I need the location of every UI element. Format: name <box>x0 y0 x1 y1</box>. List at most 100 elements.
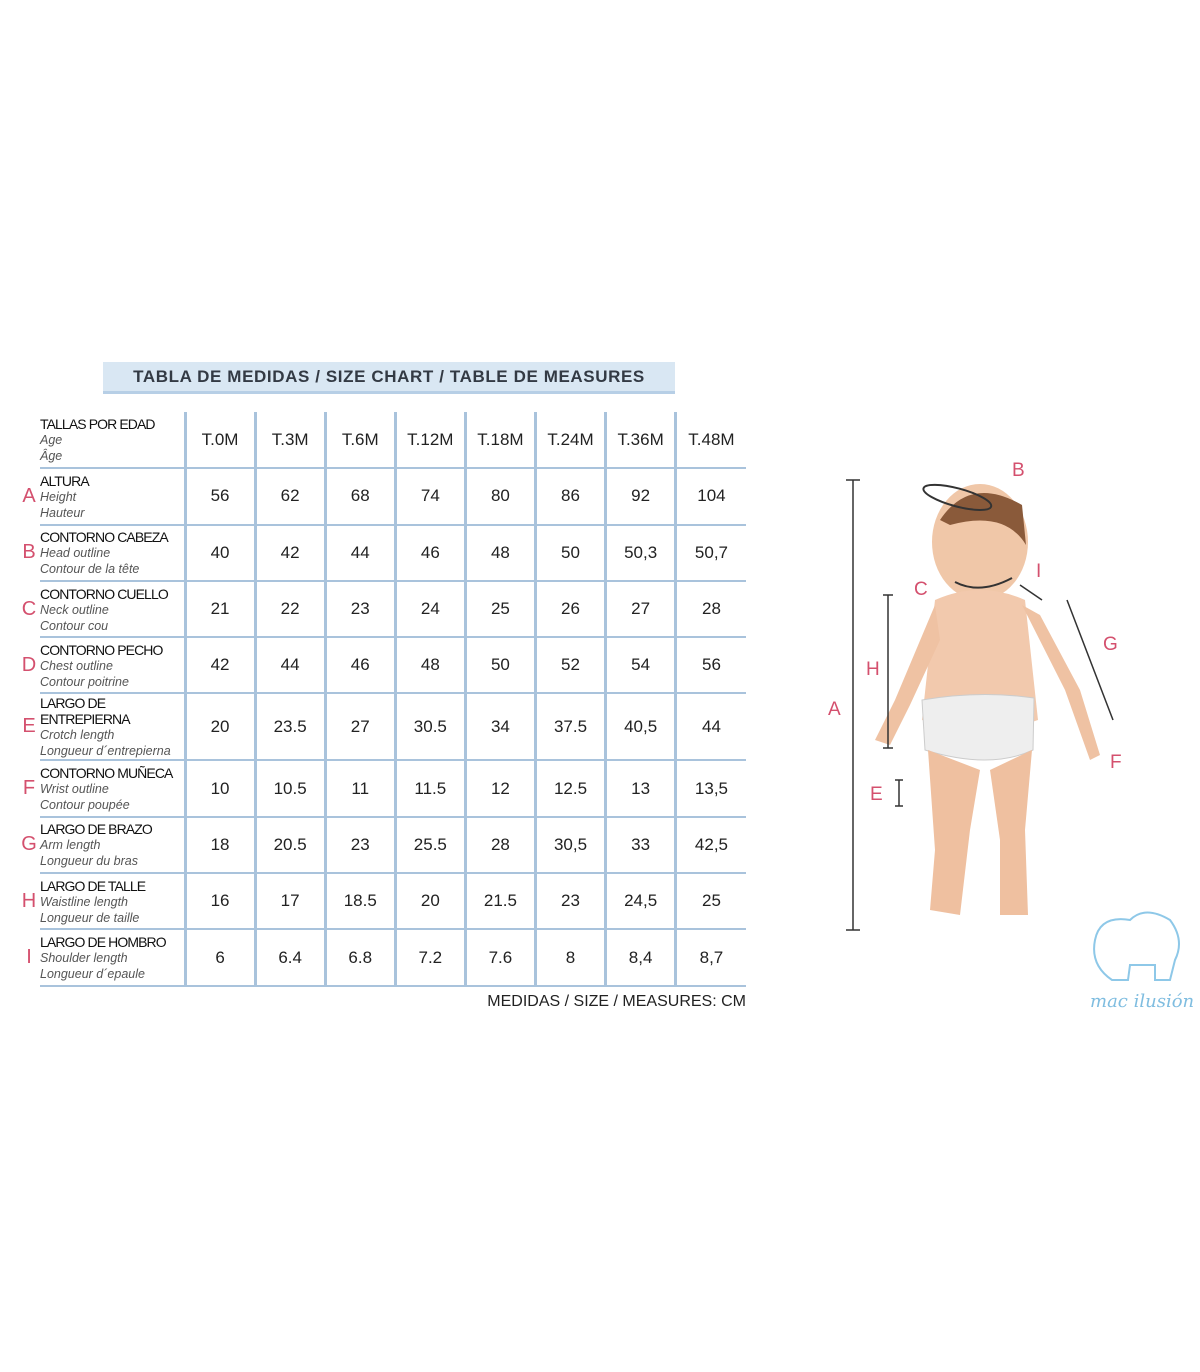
value-cell: 28 <box>463 816 536 875</box>
value-cell: 16 <box>183 873 256 931</box>
value-cell: 50 <box>463 637 536 695</box>
value-cell: 23.5 <box>253 693 326 762</box>
label-fr: Contour cou <box>40 618 109 633</box>
table-row: G LARGO DE BRAZO Arm length Longueur du bra… <box>18 816 746 875</box>
value-cell: 23 <box>323 816 396 875</box>
value-cell: 23 <box>323 580 396 639</box>
label-es: LARGO DE BRAZO <box>40 821 153 838</box>
row-letter: H <box>21 889 37 912</box>
row-letter: B <box>22 541 36 564</box>
value-cell: 7.6 <box>463 929 536 987</box>
row-letter: G <box>21 833 37 856</box>
value-cell: 30.5 <box>393 693 466 762</box>
value-cell: 104 <box>674 468 746 526</box>
label-fr: Âge <box>40 449 63 464</box>
label-fr: Longueur d´entrepierna <box>40 744 171 759</box>
label-fr: Hauteur <box>40 505 85 520</box>
label-fr: Longueur de taille <box>40 910 140 925</box>
row-label: CONTORNO CUELLO Neck outline Contour cou <box>40 580 185 639</box>
measure-letters: A B C E F G H I <box>828 460 1122 805</box>
value-cell: 25 <box>674 873 746 931</box>
svg-text:mac ilusión: mac ilusión <box>1090 991 1194 1012</box>
value-cell: 42,5 <box>674 816 746 875</box>
value-cell: 22 <box>253 580 326 639</box>
label-fr: Contour poitrine <box>40 674 129 689</box>
label-fr: Contour poupée <box>40 798 130 813</box>
value-cell: 56 <box>674 637 746 695</box>
size-header: T.3M <box>253 412 326 470</box>
label-es: CONTORNO CABEZA <box>40 529 169 546</box>
value-cell: 80 <box>463 468 536 526</box>
table-row: I LARGO DE HOMBRO Shoulder length Longueur … <box>18 929 746 987</box>
label-es: ALTURA <box>40 472 90 489</box>
label-en: Wrist outline <box>40 782 109 797</box>
value-cell: 6.4 <box>253 929 326 987</box>
value-cell: 62 <box>253 468 326 526</box>
value-cell: 50,7 <box>674 524 746 582</box>
value-cell: 8,7 <box>674 929 746 987</box>
letter-g: G <box>1103 634 1118 655</box>
value-cell: 37.5 <box>533 693 606 762</box>
value-cell: 50,3 <box>604 524 676 582</box>
value-cell: 10.5 <box>253 760 326 818</box>
size-header: T.18M <box>463 412 536 470</box>
size-table: TALLAS POR EDAD Age Âge T.0M T.3M T.6M T.12M T.… <box>18 412 746 987</box>
value-cell: 46 <box>393 524 466 582</box>
row-label: CONTORNO PECHO Chest outline Contour poitr… <box>40 637 185 695</box>
chart-title: TABLA DE MEDIDAS / SIZE CHART / TABLE DE… <box>103 362 675 394</box>
label-es: CONTORNO PECHO <box>40 641 163 658</box>
value-cell: 24 <box>393 580 466 639</box>
table-row: C CONTORNO CUELLO Neck outline Contour cou 2… <box>18 580 746 639</box>
row-label: TALLAS POR EDAD Age Âge <box>40 412 185 470</box>
value-cell: 25 <box>463 580 536 639</box>
value-cell: 33 <box>604 816 676 875</box>
row-label: LARGO DE BRAZO Arm length Longueur du bras <box>40 816 185 875</box>
value-cell: 86 <box>533 468 606 526</box>
value-cell: 74 <box>393 468 466 526</box>
label-es: LARGO DE HOMBRO <box>40 934 167 951</box>
label-es: LARGO DE ENTREPIERNA <box>40 695 131 728</box>
label-es: LARGO DE TALLE <box>40 877 146 894</box>
value-cell: 28 <box>674 580 746 639</box>
value-cell: 44 <box>323 524 396 582</box>
row-letter: F <box>22 777 36 800</box>
table-row: A ALTURA Height Hauteur 56 62 68 74 80 86 92 104 <box>18 468 746 526</box>
row-label: CONTORNO MUÑECA Wrist outline Contour poup… <box>40 760 185 818</box>
row-letter: A <box>22 484 36 507</box>
row-letter: E <box>22 715 36 738</box>
row-label: LARGO DE ENTREPIERNA Crotch length Longueu… <box>40 693 185 762</box>
value-cell: 21 <box>183 580 256 639</box>
value-cell: 50 <box>533 524 606 582</box>
value-cell: 24,5 <box>604 873 676 931</box>
value-cell: 40,5 <box>604 693 676 762</box>
value-cell: 20.5 <box>253 816 326 875</box>
size-header: T.48M <box>674 412 746 470</box>
value-cell: 54 <box>604 637 676 695</box>
size-header: T.24M <box>533 412 606 470</box>
value-cell: 12.5 <box>533 760 606 818</box>
value-cell: 42 <box>183 637 256 695</box>
value-cell: 6.8 <box>323 929 396 987</box>
label-en: Crotch length <box>40 728 115 743</box>
value-cell: 44 <box>253 637 326 695</box>
value-cell: 13 <box>604 760 676 818</box>
value-cell: 7.2 <box>393 929 466 987</box>
size-header: T.0M <box>183 412 256 470</box>
label-en: Waistline length <box>40 894 129 909</box>
value-cell: 92 <box>604 468 676 526</box>
value-cell: 48 <box>463 524 536 582</box>
row-label: ALTURA Height Hauteur <box>40 468 185 526</box>
baby-measurement-figure: A B C E F G H I mac ilusión <box>828 460 1194 1012</box>
label-es: CONTORNO MUÑECA <box>40 765 173 782</box>
label-es: TALLAS POR EDAD <box>40 416 156 433</box>
row-letter: I <box>26 946 32 969</box>
measure-lines <box>846 479 1114 931</box>
value-cell: 11.5 <box>393 760 466 818</box>
header-row: TALLAS POR EDAD Age Âge T.0M T.3M T.6M T.12M T.… <box>18 412 746 470</box>
label-en: Head outline <box>40 546 111 561</box>
row-label: LARGO DE HOMBRO Shoulder length Longueur d… <box>40 929 185 987</box>
label-en: Shoulder length <box>40 951 128 966</box>
value-cell: 27 <box>323 693 396 762</box>
value-cell: 42 <box>253 524 326 582</box>
size-header: T.6M <box>323 412 396 470</box>
